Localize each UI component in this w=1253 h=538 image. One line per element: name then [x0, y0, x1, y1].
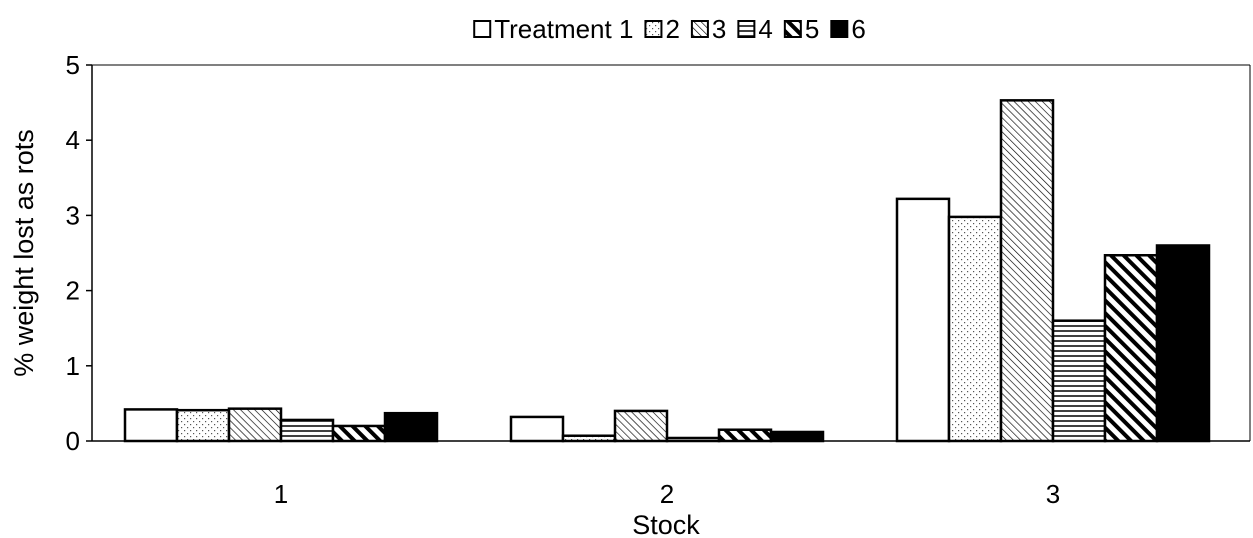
bar-stock3-series6	[1155, 244, 1211, 443]
y-axis-title: % weight lost as rots	[9, 129, 39, 377]
y-tick-label: 3	[66, 200, 80, 230]
bar-stock2-series5	[717, 428, 773, 443]
legend-swatch	[783, 20, 802, 38]
bar-stock3-series1	[895, 197, 951, 443]
legend-swatch	[830, 20, 849, 38]
legend-swatch	[737, 20, 756, 38]
legend-label: 5	[805, 14, 819, 44]
bars	[123, 99, 1211, 443]
legend-label: 2	[665, 14, 679, 44]
legend-label: 6	[851, 14, 865, 44]
legend-label: Treatment 1	[494, 14, 633, 44]
legend-swatch	[473, 20, 492, 38]
bar-stock3-series4	[1051, 319, 1107, 443]
legend: Treatment 1 2 3 4 5 6	[473, 14, 866, 44]
y-axis: 0 1 2 3 4 5	[66, 50, 92, 456]
x-axis-title: Stock	[632, 510, 700, 538]
bar-stock2-series3	[613, 409, 669, 443]
bar-stock3-series5	[1103, 254, 1159, 443]
bar-stock1-series5	[331, 424, 387, 443]
bar-stock2-series6	[769, 430, 825, 443]
y-tick-label: 4	[66, 125, 80, 155]
bar-stock1-series3	[227, 407, 283, 443]
bar-stock2-series2	[561, 434, 617, 443]
x-axis: 1 2 3	[274, 479, 1060, 509]
bar-stock3-series3	[999, 99, 1055, 443]
legend-swatch	[644, 20, 663, 38]
legend-swatch	[690, 20, 709, 38]
bar-stock1-series6	[383, 411, 439, 443]
x-tick-label: 2	[660, 479, 674, 509]
y-tick-label: 0	[66, 426, 80, 456]
bar-stock2-series1	[509, 415, 565, 443]
legend-label: 4	[758, 14, 772, 44]
bar-stock1-series1	[123, 408, 179, 443]
bar-stock1-series2	[175, 408, 231, 443]
bar-stock3-series2	[947, 215, 1003, 443]
x-tick-label: 1	[274, 479, 288, 509]
y-tick-label: 2	[66, 276, 80, 306]
y-tick-label: 5	[66, 50, 80, 80]
x-tick-label: 3	[1046, 479, 1060, 509]
bar-stock1-series4	[279, 418, 335, 443]
y-tick-label: 1	[66, 351, 80, 381]
legend-label: 3	[712, 14, 726, 44]
